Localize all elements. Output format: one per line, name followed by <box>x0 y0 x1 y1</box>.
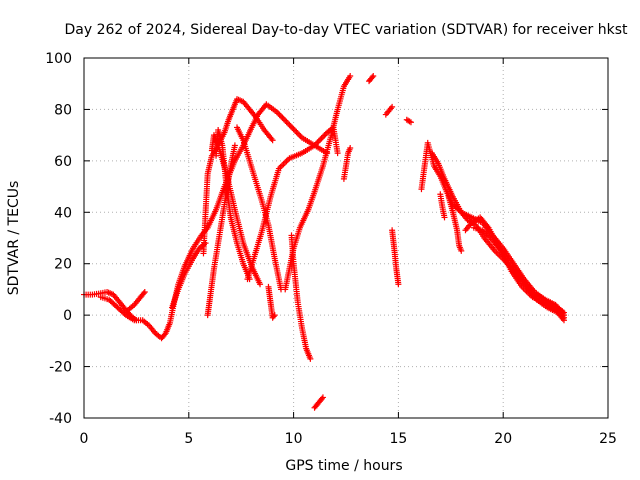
data-point <box>486 233 493 240</box>
series-track-12 <box>288 232 314 362</box>
series-track-13 <box>265 283 278 321</box>
data-point <box>269 137 276 144</box>
x-tick-label: 25 <box>599 431 617 447</box>
y-tick-label: 100 <box>45 51 72 67</box>
y-tick-label: 60 <box>54 154 72 170</box>
data-point <box>231 142 238 149</box>
data-point <box>271 312 278 319</box>
series-track-23 <box>445 193 465 254</box>
y-tick-label: 20 <box>54 257 72 273</box>
data-point <box>161 331 168 338</box>
series-track-08 <box>208 132 264 288</box>
y-tick-label: 80 <box>54 102 72 118</box>
series-track-19 <box>403 116 414 126</box>
x-tick-label: 5 <box>184 431 193 447</box>
data-point <box>395 281 402 288</box>
data-point <box>307 355 314 362</box>
series-track-09 <box>234 124 285 293</box>
data-point <box>347 145 354 151</box>
series-track-15 <box>340 145 354 182</box>
x-axis-label: GPS time / hours <box>285 458 402 474</box>
y-tick-labels: -40 -20 0 20 40 60 80 100 <box>45 51 72 427</box>
series-track-10 <box>244 124 341 283</box>
series-track-17 <box>382 103 396 118</box>
y-tick-label: -40 <box>49 411 72 427</box>
data-point <box>257 281 264 288</box>
series-track-18 <box>389 227 402 288</box>
data-point <box>270 313 277 320</box>
data-point <box>334 150 341 157</box>
series-track-25 <box>470 224 567 321</box>
data-marks <box>81 73 567 411</box>
x-tick-label: 15 <box>389 431 407 447</box>
x-tick-label: 10 <box>285 431 303 447</box>
x-tick-label: 20 <box>494 431 512 447</box>
plot-frame <box>83 57 609 419</box>
y-tick-label: 0 <box>63 308 72 324</box>
series-track-03 <box>125 289 148 313</box>
series-track-16 <box>366 73 377 85</box>
data-point <box>406 118 413 125</box>
x-tick-labels: 0 5 10 15 20 25 <box>80 431 617 447</box>
series-track-14 <box>311 394 326 411</box>
data-point <box>140 290 147 297</box>
series-track-22 <box>437 191 448 221</box>
y-tick-label: 40 <box>54 205 72 221</box>
data-point <box>141 289 148 295</box>
data-point <box>370 73 377 79</box>
y-tick-label: -20 <box>49 360 72 376</box>
data-point <box>458 247 465 254</box>
y-axis-label: SDTVAR / TECUs <box>6 181 22 296</box>
data-point <box>319 394 326 401</box>
data-point <box>369 74 376 81</box>
x-tick-label: 0 <box>80 431 89 447</box>
data-point <box>441 214 448 221</box>
data-point <box>318 395 325 402</box>
chart-title: Day 262 of 2024, Sidereal Day-to-day VTE… <box>65 22 628 38</box>
data-point <box>560 314 567 321</box>
data-point <box>389 103 396 110</box>
series-track-04 <box>169 240 209 311</box>
data-point <box>347 73 354 79</box>
data-point <box>407 119 414 126</box>
data-point <box>121 310 128 317</box>
grid <box>84 58 608 418</box>
